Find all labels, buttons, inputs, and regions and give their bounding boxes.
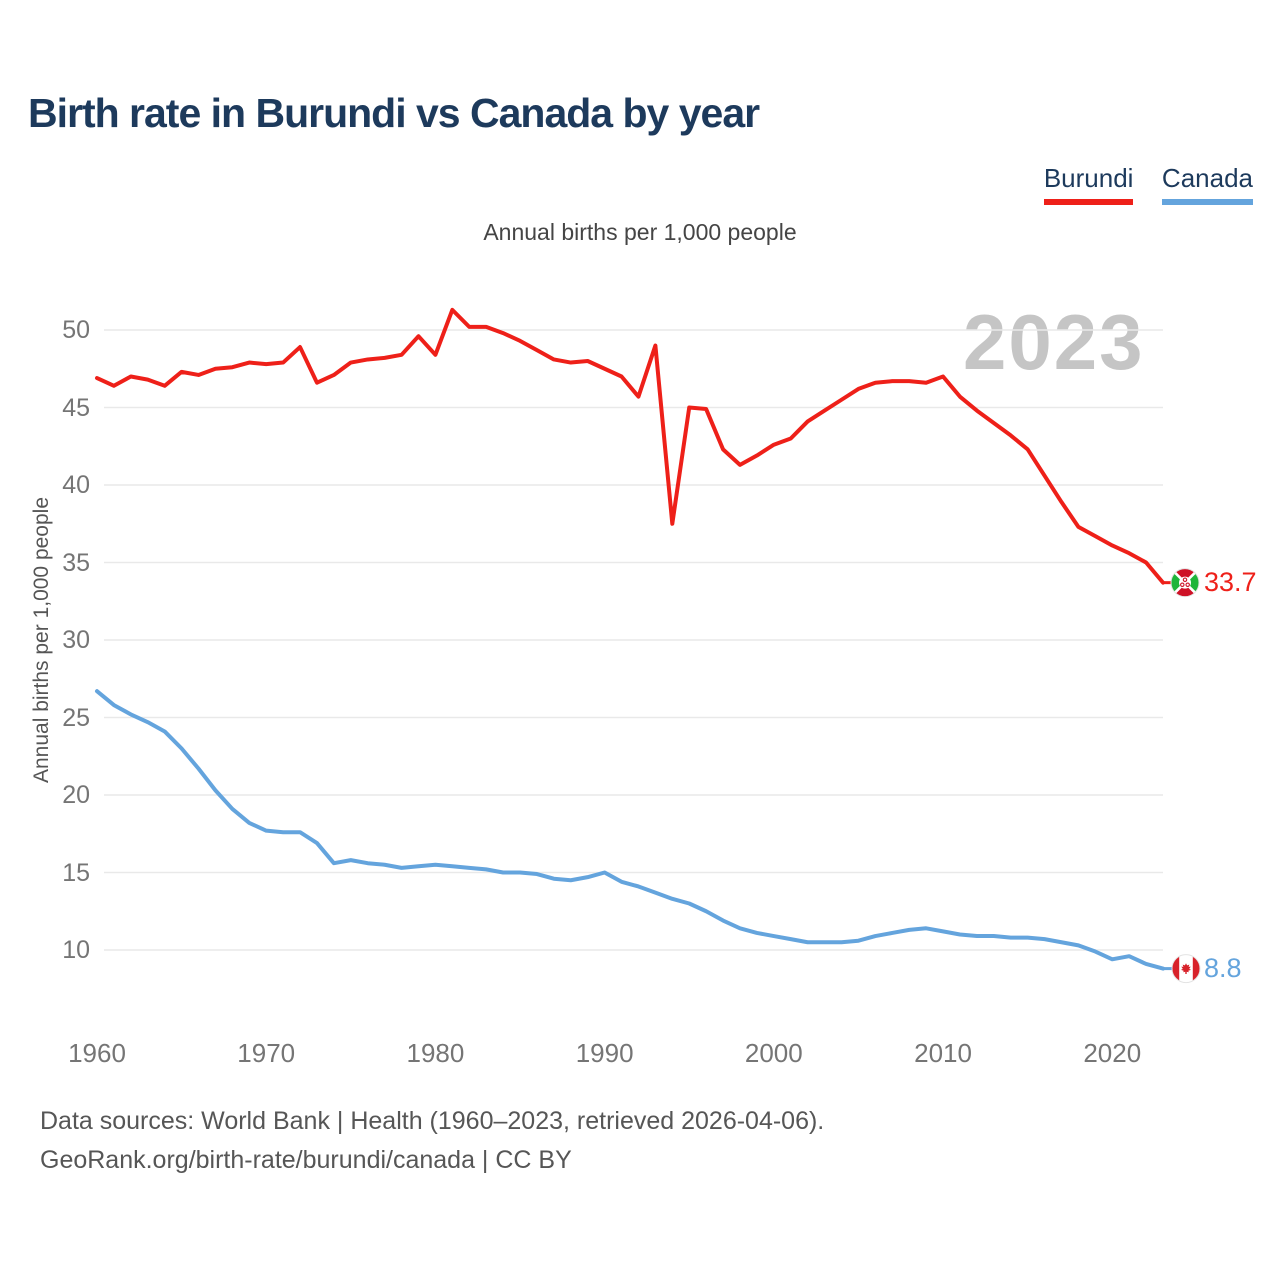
y-tick-15: 15 [62, 858, 90, 887]
footer: Data sources: World Bank | Health (1960–… [40, 1102, 824, 1180]
canada-end-value: 8.8 [1204, 952, 1242, 983]
x-tick-1980: 1980 [406, 1038, 465, 1068]
canada-flag-icon [1171, 954, 1201, 984]
x-tick-1990: 1990 [575, 1038, 634, 1068]
y-tick-30: 30 [62, 626, 90, 654]
x-tick-2010: 2010 [914, 1038, 972, 1068]
x-tick-1970: 1970 [237, 1038, 296, 1068]
burundi-end-value: 33.7 [1204, 566, 1257, 597]
burundi-line [95, 307, 1165, 585]
y-tick-40: 40 [62, 471, 90, 499]
y-tick-45: 45 [62, 393, 90, 422]
watermark-year: 2023 [963, 298, 1145, 386]
footer-attribution-line: GeoRank.org/birth-rate/burundi/canada | … [40, 1146, 572, 1174]
y-tick-10: 10 [62, 936, 90, 964]
chart-subtitle: Annual births per 1,000 people [483, 219, 797, 245]
burundi-flag-icon [1170, 568, 1200, 598]
x-tick-2000: 2000 [744, 1038, 803, 1068]
y-tick-35: 35 [62, 548, 90, 577]
legend: Burundi Canada [1020, 163, 1253, 205]
legend-item-burundi[interactable]: Burundi [1043, 163, 1134, 205]
x-tick-2020: 2020 [1083, 1038, 1142, 1068]
legend-item-canada[interactable]: Canada [1161, 163, 1253, 205]
y-tick-25: 25 [62, 703, 90, 732]
series-lines [95, 307, 1172, 971]
y-tick-50: 50 [62, 316, 90, 344]
gridlines [104, 329, 1163, 951]
page-title: Birth rate in Burundi vs Canada by year [28, 90, 760, 136]
y-tick-20: 20 [62, 781, 90, 809]
x-tick-1960: 1960 [68, 1038, 126, 1068]
footer-sources-line: Data sources: World Bank | Health (1960–… [40, 1107, 825, 1135]
canada-line [95, 689, 1165, 971]
